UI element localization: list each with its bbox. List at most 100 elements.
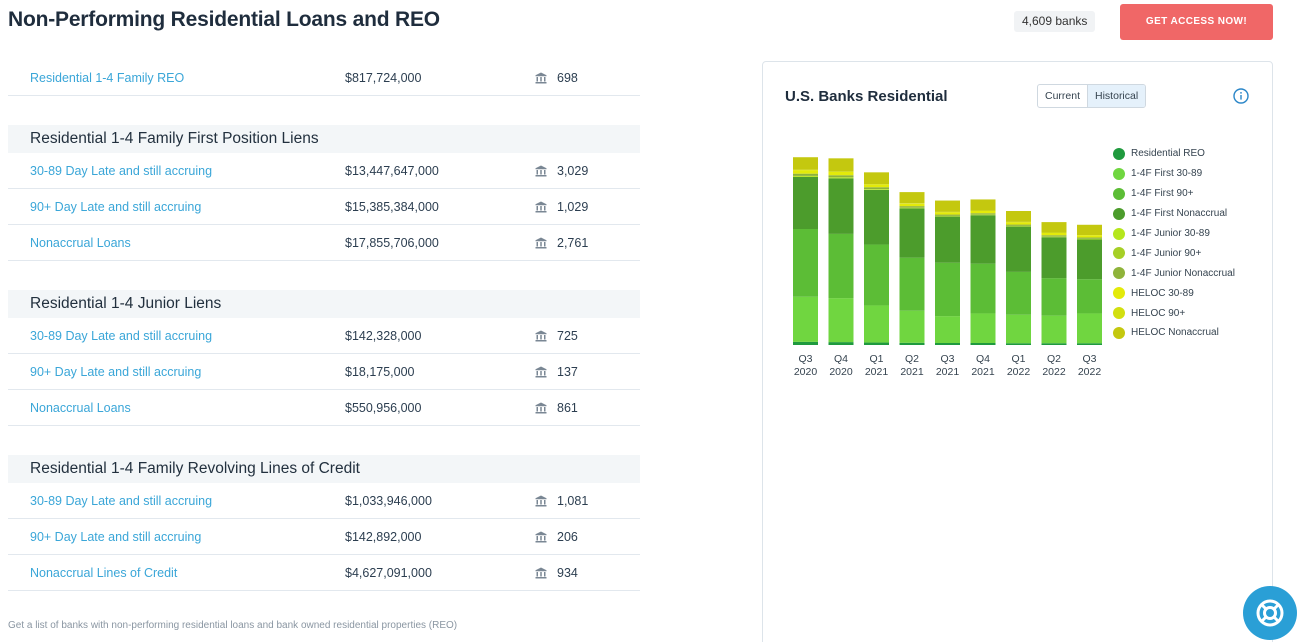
bar-segment[interactable] (793, 157, 818, 170)
row-link[interactable]: 90+ Day Late and still accruing (30, 530, 202, 544)
bar-segment[interactable] (970, 313, 996, 343)
bar-segment[interactable] (793, 341, 818, 345)
bar-segment[interactable] (1041, 278, 1067, 316)
bar-segment[interactable] (828, 177, 854, 179)
row-link[interactable]: 30-89 Day Late and still accruing (30, 494, 213, 508)
bar-segment[interactable] (899, 192, 925, 204)
bar-segment[interactable] (1077, 279, 1102, 314)
bar-segment[interactable] (864, 189, 889, 190)
bar-segment[interactable] (1006, 222, 1031, 225)
bar-segment[interactable] (828, 233, 854, 299)
legend-item[interactable]: Residential REO (1113, 144, 1235, 164)
bar-segment[interactable] (1077, 224, 1102, 235)
toggle-current[interactable]: Current (1045, 90, 1081, 102)
bar-segment[interactable] (1041, 343, 1067, 345)
row-link[interactable]: Nonaccrual Loans (30, 236, 131, 250)
row-link[interactable]: Nonaccrual Lines of Credit (30, 566, 178, 580)
bar-segment[interactable] (1006, 343, 1031, 345)
x-tick-label: 2022 (1007, 366, 1031, 378)
row-link[interactable]: 30-89 Day Late and still accruing (30, 164, 213, 178)
bar-segment[interactable] (793, 170, 818, 174)
bar-segment[interactable] (1006, 314, 1031, 344)
row-link[interactable]: 30-89 Day Late and still accruing (30, 329, 213, 343)
bar-segment[interactable] (828, 158, 854, 172)
bar-segment[interactable] (864, 305, 889, 343)
bar-segment[interactable] (1077, 235, 1102, 238)
bar-segment[interactable] (793, 177, 818, 229)
legend-label: HELOC 30-89 (1131, 287, 1194, 299)
bar-segment[interactable] (864, 184, 889, 188)
bar-segment[interactable] (1041, 233, 1067, 236)
bar-segment[interactable] (864, 187, 889, 189)
bar-segment[interactable] (793, 173, 818, 176)
bar-segment[interactable] (899, 203, 925, 207)
bar-segment[interactable] (970, 213, 996, 215)
bar-segment[interactable] (1041, 237, 1067, 279)
bar-segment[interactable] (1077, 313, 1102, 344)
bar-segment[interactable] (828, 342, 854, 345)
bar-segment[interactable] (935, 262, 960, 317)
bar-segment[interactable] (864, 244, 889, 306)
bar-segment[interactable] (793, 229, 818, 297)
legend-item[interactable]: HELOC 30-89 (1113, 283, 1235, 303)
row-link[interactable]: Nonaccrual Loans (30, 401, 131, 415)
bar-segment[interactable] (899, 257, 925, 311)
bar-segment[interactable] (793, 296, 818, 342)
bar-segment[interactable] (828, 175, 854, 178)
bar-segment[interactable] (970, 211, 996, 214)
bar-segment[interactable] (1041, 235, 1067, 237)
bar-segment[interactable] (864, 342, 889, 345)
x-tick-label: 2021 (900, 366, 924, 378)
legend-dot-icon (1113, 267, 1125, 280)
legend-item[interactable]: 1-4F Junior Nonaccrual (1113, 263, 1235, 283)
bar-segment[interactable] (864, 172, 889, 185)
bar-segment[interactable] (899, 208, 925, 258)
get-access-button[interactable]: GET ACCESS NOW! (1120, 4, 1273, 40)
bar-segment[interactable] (935, 216, 960, 263)
info-icon[interactable] (1233, 88, 1249, 104)
legend-item[interactable]: 1-4F Junior 90+ (1113, 243, 1235, 263)
bar-segment[interactable] (1006, 271, 1031, 315)
bar-segment[interactable] (970, 215, 996, 264)
bar-segment[interactable] (864, 189, 889, 245)
bar-segment[interactable] (1041, 315, 1067, 344)
legend-dot-icon (1113, 227, 1125, 240)
bar-segment[interactable] (1041, 222, 1067, 233)
bar-segment[interactable] (970, 263, 996, 314)
bar-segment[interactable] (935, 343, 960, 345)
bar-segment[interactable] (935, 214, 960, 216)
bar-segment[interactable] (1006, 226, 1031, 272)
row-link[interactable]: 90+ Day Late and still accruing (30, 365, 202, 379)
bar-segment[interactable] (935, 316, 960, 343)
bar-segment[interactable] (899, 342, 925, 345)
bar-segment[interactable] (1006, 211, 1031, 222)
legend-item[interactable]: HELOC 90+ (1113, 303, 1235, 323)
bar-segment[interactable] (828, 298, 854, 343)
chart-card: U.S. Banks Residential Current Historica… (762, 61, 1273, 642)
legend-item[interactable]: HELOC Nonaccrual (1113, 323, 1235, 343)
bar-segment[interactable] (935, 212, 960, 215)
legend-item[interactable]: 1-4F First Nonaccrual (1113, 204, 1235, 224)
help-button[interactable] (1243, 586, 1297, 640)
legend-item[interactable]: 1-4F Junior 30-89 (1113, 224, 1235, 244)
toggle-historical[interactable]: Historical (1087, 85, 1146, 107)
row-amount: $4,627,091,000 (345, 566, 432, 580)
bar-segment[interactable] (1077, 239, 1102, 280)
bar-segment[interactable] (1077, 237, 1102, 239)
bar-segment[interactable] (899, 310, 925, 343)
legend-item[interactable]: 1-4F First 30-89 (1113, 164, 1235, 184)
bar-segment[interactable] (828, 171, 854, 176)
bar-segment[interactable] (935, 200, 960, 212)
bar-segment[interactable] (970, 343, 996, 345)
bar-segment[interactable] (793, 176, 818, 177)
row-link[interactable]: Residential 1-4 Family REO (30, 71, 185, 85)
x-tick-label: 2020 (829, 366, 853, 378)
bar-segment[interactable] (828, 178, 854, 234)
bar-segment[interactable] (1077, 343, 1102, 345)
bar-segment[interactable] (899, 206, 925, 208)
list-item: Residential 1-4 Family REO $817,724,000 … (8, 60, 640, 96)
bar-segment[interactable] (970, 199, 996, 211)
bar-segment[interactable] (1006, 224, 1031, 226)
row-link[interactable]: 90+ Day Late and still accruing (30, 200, 202, 214)
legend-item[interactable]: 1-4F First 90+ (1113, 184, 1235, 204)
